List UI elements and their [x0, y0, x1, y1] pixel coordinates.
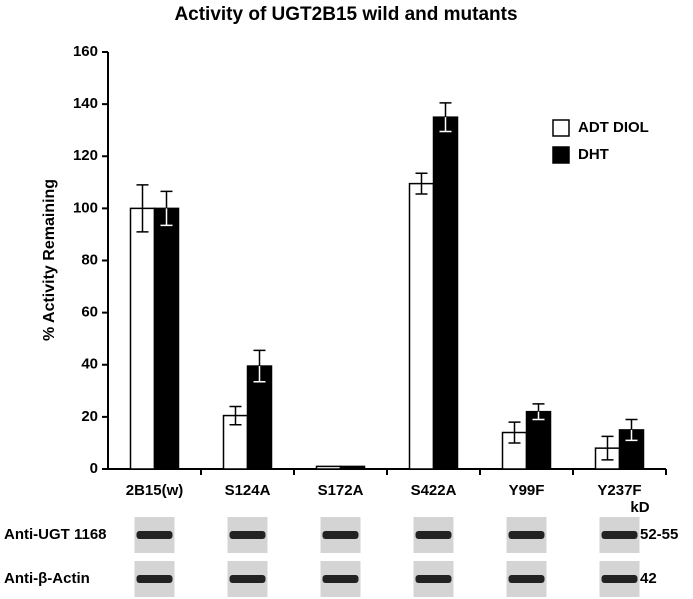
error-bar-inner — [625, 429, 638, 442]
x-tick-label: Y237F — [597, 482, 641, 499]
error-bar — [136, 184, 149, 233]
bar — [339, 465, 366, 470]
chart-title: Activity of UGT2B15 wild and mutants — [174, 4, 517, 25]
bar — [153, 207, 180, 470]
y-tick-label: 40 — [81, 356, 98, 373]
bar — [129, 207, 156, 470]
error-bar — [508, 421, 521, 444]
blot-row-label: Anti-β-Actin — [4, 570, 90, 587]
error-bar — [229, 405, 242, 426]
y-tick-label: 120 — [73, 147, 98, 164]
bar — [432, 116, 459, 470]
error-bar-inner — [439, 117, 452, 133]
y-tick-label: 100 — [73, 199, 98, 216]
y-tick-label: 140 — [73, 95, 98, 112]
blot-band — [136, 531, 173, 539]
blot-band — [415, 575, 452, 583]
blot-band — [415, 531, 452, 539]
legend-swatch — [552, 119, 570, 137]
error-bar — [415, 172, 428, 195]
y-tick-label: 20 — [81, 408, 98, 425]
kd-label: kD — [630, 499, 649, 516]
y-tick-label: 60 — [81, 304, 98, 321]
bar — [246, 365, 273, 470]
blot-band — [136, 575, 173, 583]
x-tick-label: S172A — [318, 482, 364, 499]
blot-band — [508, 575, 545, 583]
blot-band — [229, 531, 266, 539]
y-tick-label: 80 — [81, 251, 98, 268]
y-tick-label: 160 — [73, 43, 98, 60]
error-bar-inner — [532, 411, 545, 421]
blot-kd: 42 — [640, 570, 657, 587]
error-bar — [601, 435, 614, 461]
blot-band — [601, 531, 638, 539]
blot-row-label: Anti-UGT 1168 — [4, 526, 107, 543]
error-bar-inner — [160, 208, 173, 227]
x-tick-label: S422A — [411, 482, 457, 499]
legend-label: ADT DIOL — [578, 119, 649, 136]
x-tick-label: 2B15(w) — [126, 482, 184, 499]
y-axis-label: % Activity Remaining — [41, 179, 58, 341]
y-tick-label: 0 — [90, 460, 98, 477]
bar — [315, 465, 342, 470]
blot-band — [322, 575, 359, 583]
error-bar-inner — [253, 366, 266, 383]
legend-label: DHT — [578, 146, 609, 163]
blot-kd: 52-55 — [640, 526, 678, 543]
x-tick-label: S124A — [225, 482, 271, 499]
blot-band — [601, 575, 638, 583]
blot-band — [322, 531, 359, 539]
x-tick-label: Y99F — [509, 482, 545, 499]
bar — [408, 182, 435, 470]
blot-band — [229, 575, 266, 583]
bar — [525, 410, 552, 470]
blot-band — [508, 531, 545, 539]
legend-swatch — [552, 146, 570, 164]
